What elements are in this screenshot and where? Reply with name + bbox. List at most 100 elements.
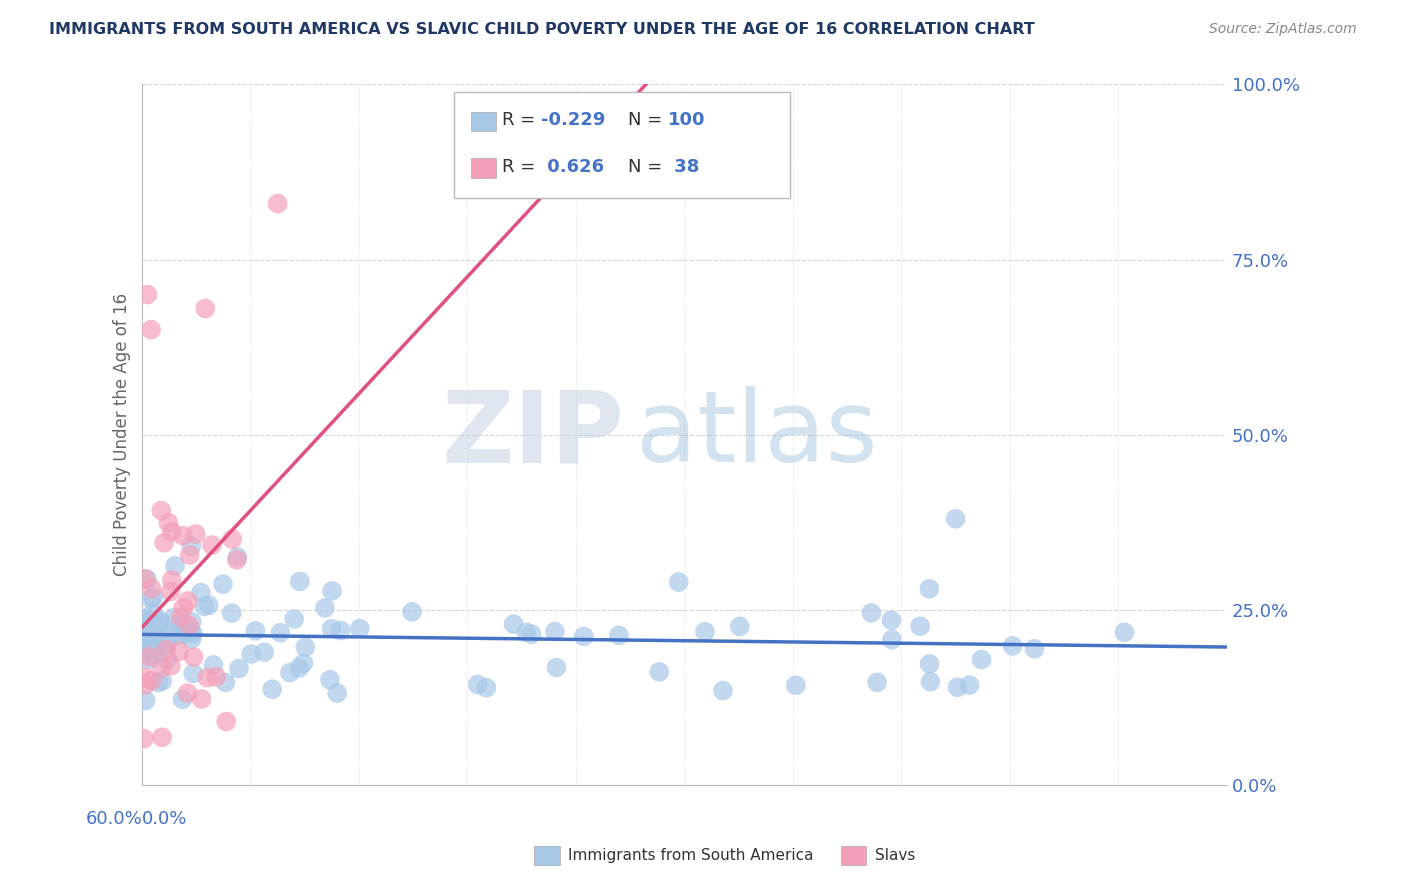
Point (167, 619, 190, 633)
Point (253, 645, 276, 659)
Point (970, 652, 993, 666)
Point (156, 653, 179, 667)
Text: 60.0%: 60.0% (86, 810, 142, 828)
Point (181, 626, 204, 640)
Point (159, 584, 181, 599)
Point (135, 634, 157, 648)
Point (693, 624, 716, 639)
Point (142, 606, 165, 620)
Point (183, 650, 205, 665)
Point (149, 614, 172, 628)
Point (180, 615, 202, 629)
Point (150, 661, 173, 675)
Point (135, 621, 157, 635)
Point (908, 619, 931, 633)
Point (135, 693, 157, 707)
Point (174, 626, 197, 640)
Point (141, 592, 163, 607)
Point (349, 622, 371, 636)
Text: Slavs: Slavs (875, 848, 915, 863)
Point (170, 610, 193, 624)
Point (467, 677, 489, 691)
Point (214, 675, 236, 690)
Point (294, 640, 316, 655)
Point (165, 558, 187, 573)
Text: IMMIGRANTS FROM SOUTH AMERICA VS SLAVIC CHILD POVERTY UNDER THE AGE OF 16 CORREL: IMMIGRANTS FROM SOUTH AMERICA VS SLAVIC … (49, 22, 1035, 37)
Point (179, 618, 201, 632)
Point (136, 642, 159, 657)
Point (401, 605, 423, 619)
Point (183, 666, 205, 681)
Point (288, 574, 311, 589)
Point (162, 610, 184, 624)
Point (269, 625, 291, 640)
Text: 0.626: 0.626 (541, 158, 605, 176)
Point (262, 682, 284, 697)
Point (141, 642, 163, 657)
Point (194, 301, 217, 316)
Point (544, 624, 567, 639)
Point (321, 622, 343, 636)
Point (152, 639, 174, 653)
Point (138, 649, 160, 664)
Point (221, 532, 243, 546)
Point (202, 657, 225, 672)
Point (648, 665, 671, 679)
Point (212, 577, 235, 591)
Point (157, 516, 180, 530)
Text: Immigrants from South America: Immigrants from South America (568, 848, 814, 863)
Y-axis label: Child Poverty Under the Age of 16: Child Poverty Under the Age of 16 (112, 293, 131, 576)
Point (160, 524, 183, 539)
Point (143, 635, 166, 649)
Point (193, 599, 215, 614)
Point (918, 582, 941, 596)
Point (711, 683, 734, 698)
Point (177, 594, 200, 608)
Point (319, 673, 342, 687)
Point (180, 624, 202, 638)
Point (475, 681, 498, 695)
Point (201, 538, 224, 552)
Point (920, 674, 942, 689)
Point (1024, 641, 1046, 656)
Point (240, 647, 263, 661)
Text: 100: 100 (668, 112, 706, 129)
Point (184, 527, 207, 541)
Point (141, 582, 163, 596)
Point (278, 665, 301, 680)
Point (150, 624, 173, 639)
Point (946, 680, 969, 694)
Point (172, 528, 194, 542)
Text: ZIP: ZIP (441, 386, 624, 483)
Point (226, 550, 249, 565)
Point (135, 632, 157, 646)
Point (215, 714, 238, 729)
Point (162, 631, 184, 645)
Point (190, 692, 212, 706)
Point (515, 625, 537, 640)
Point (160, 573, 183, 587)
Text: -0.229: -0.229 (541, 112, 606, 129)
Point (132, 731, 155, 746)
Point (321, 583, 343, 598)
Point (728, 619, 751, 633)
Point (142, 648, 165, 663)
Text: N =: N = (628, 112, 668, 129)
Point (176, 686, 198, 700)
Point (225, 553, 247, 567)
Point (150, 503, 173, 517)
Point (138, 652, 160, 666)
Point (172, 692, 194, 706)
Point (150, 731, 173, 745)
Point (134, 572, 156, 586)
Point (135, 621, 157, 635)
Point (329, 624, 352, 638)
Point (136, 572, 159, 586)
Point (134, 678, 156, 692)
Text: Source: ZipAtlas.com: Source: ZipAtlas.com (1209, 22, 1357, 37)
Point (139, 641, 162, 656)
Point (135, 611, 157, 625)
Point (172, 600, 194, 615)
Point (142, 621, 165, 635)
Text: 0.0%: 0.0% (142, 810, 187, 828)
